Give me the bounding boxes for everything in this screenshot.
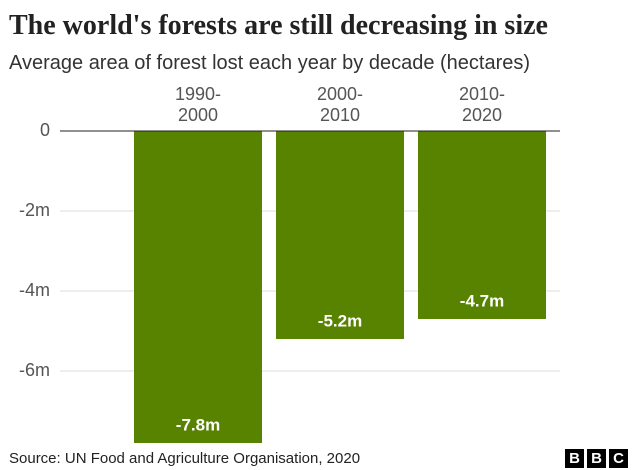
logo-letter: B <box>565 449 584 468</box>
logo: B B C <box>565 449 628 468</box>
source-note: Source: UN Food and Agriculture Organisa… <box>9 450 361 467</box>
logo-letter: B <box>587 449 606 468</box>
x-tick-label: 2000-2010 <box>316 84 364 125</box>
bar <box>134 131 262 443</box>
value-label: -4.7m <box>460 291 504 310</box>
y-tick-label: 0 <box>40 120 50 140</box>
chart-subtitle: Average area of forest lost each year by… <box>9 52 531 74</box>
y-tick-label: -4m <box>19 280 50 300</box>
logo-letter: C <box>609 449 628 468</box>
value-label: -5.2m <box>318 311 362 330</box>
x-tick-label: 2010-2020 <box>458 84 506 125</box>
y-tick-label: -2m <box>19 200 50 220</box>
x-tick-label: 1990-2000 <box>174 84 222 125</box>
value-label: -7.8m <box>176 415 220 434</box>
y-tick-label: -6m <box>19 360 50 380</box>
bar <box>276 131 404 339</box>
chart-title: The world's forests are still decreasing… <box>9 10 548 41</box>
bar <box>418 131 546 319</box>
